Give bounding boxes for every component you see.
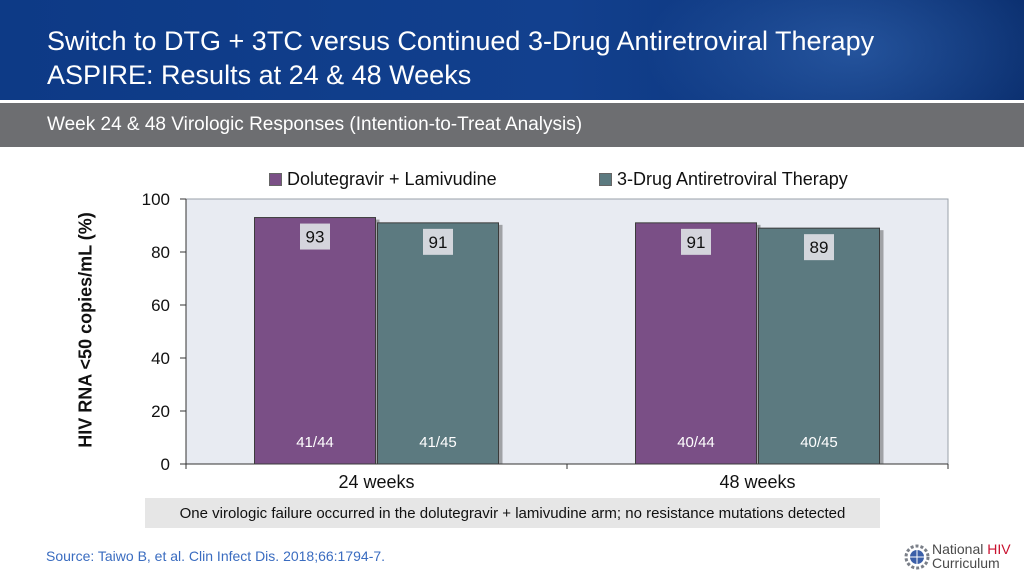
y-tick-label: 60 xyxy=(151,296,170,315)
logo-national: National xyxy=(932,541,988,557)
footnote-box: One virologic failure occurred in the do… xyxy=(145,498,880,528)
legend-label-series-1: Dolutegravir + Lamivudine xyxy=(287,168,497,189)
legend-item-series-1: Dolutegravir + Lamivudine xyxy=(269,168,497,190)
gear-globe-icon xyxy=(904,544,930,570)
data-label-value: 89 xyxy=(810,238,829,257)
title-line-1: Switch to DTG + 3TC versus Continued 3-D… xyxy=(47,26,875,56)
legend-item-series-2: 3-Drug Antiretroviral Therapy xyxy=(599,168,848,190)
data-label-value: 91 xyxy=(687,233,706,252)
y-tick-label: 0 xyxy=(161,455,170,474)
data-label-count: 40/44 xyxy=(677,434,715,451)
header-banner: Switch to DTG + 3TC versus Continued 3-D… xyxy=(0,0,1024,100)
data-label-count: 41/45 xyxy=(419,434,457,451)
data-label-box xyxy=(300,223,330,250)
legend-swatch-series-2 xyxy=(599,172,612,186)
page-title: Switch to DTG + 3TC versus Continued 3-D… xyxy=(47,24,874,92)
logo-hiv: HIV xyxy=(987,541,1011,557)
bar-series-1-24-weeks xyxy=(254,217,376,465)
source-citation: Source: Taiwo B, et al. Clin Infect Dis.… xyxy=(46,548,386,564)
bar-series-2-48-weeks xyxy=(758,227,880,465)
y-tick-label: 80 xyxy=(151,243,170,262)
legend-swatch-series-1 xyxy=(269,172,282,186)
y-tick-label: 20 xyxy=(151,402,170,421)
data-label-box xyxy=(681,228,711,255)
x-tick-label: 48 weeks xyxy=(719,472,795,492)
bar-series-1-48-weeks xyxy=(635,222,757,465)
subheader-title: Week 24 & 48 Virologic Responses (Intent… xyxy=(47,114,583,135)
logo-text: National HIV Curriculum xyxy=(932,542,1011,570)
legend-label-series-2: 3-Drug Antiretroviral Therapy xyxy=(617,168,848,189)
subheader-bar xyxy=(0,103,1024,147)
data-label-value: 91 xyxy=(429,233,448,252)
y-tick-label: 40 xyxy=(151,349,170,368)
title-line-2: ASPIRE: Results at 24 & 48 Weeks xyxy=(47,60,472,90)
logo: National HIV Curriculum xyxy=(904,542,1020,572)
data-label-count: 41/44 xyxy=(296,434,334,451)
data-label-box xyxy=(804,234,834,261)
bar-series-2-24-weeks xyxy=(377,222,499,465)
data-label-value: 93 xyxy=(306,228,325,247)
footnote-text: One virologic failure occurred in the do… xyxy=(179,504,846,522)
logo-curriculum: Curriculum xyxy=(932,555,1000,571)
y-tick-label: 100 xyxy=(142,190,170,209)
data-label-count: 40/45 xyxy=(800,434,838,451)
header-glow xyxy=(644,0,1024,100)
x-tick-label: 24 weeks xyxy=(338,472,414,492)
data-label-box xyxy=(423,228,453,255)
